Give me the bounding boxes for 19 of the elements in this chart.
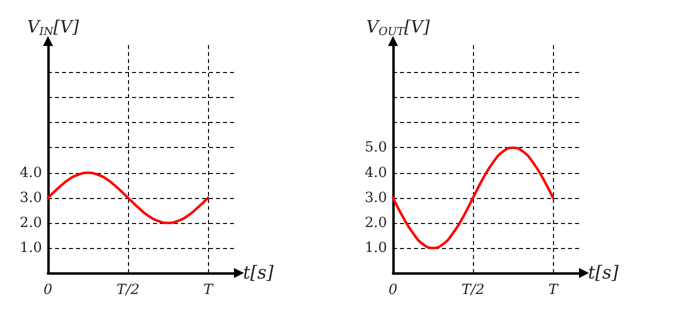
x-tick-label: T [203, 282, 214, 298]
y-tick-label: 1.0 [364, 240, 387, 256]
line-series [392, 146, 554, 250]
x-tick-label: 0 [388, 282, 398, 298]
x-tick-label: 0 [44, 282, 53, 298]
y-tick-label: 1.0 [20, 240, 42, 256]
y-tick-label: 2.0 [20, 214, 42, 231]
y-tick-label: 3.0 [20, 190, 42, 206]
y-tick-label: 2.0 [364, 214, 387, 231]
x-tick-label: T/2 [462, 282, 485, 298]
x-tick-label: T/2 [116, 282, 140, 298]
line-series [46, 172, 210, 224]
y-tick-label: 4.0 [20, 164, 42, 181]
x-tick-label: T [548, 282, 560, 298]
x-axis-title: t[s] [243, 262, 274, 284]
y-tick-label: 5.0 [364, 140, 387, 156]
x-axis-title: t[s] [588, 262, 620, 284]
y-tick-label: 4.0 [364, 164, 387, 181]
y-tick-label: 3.0 [364, 190, 387, 206]
